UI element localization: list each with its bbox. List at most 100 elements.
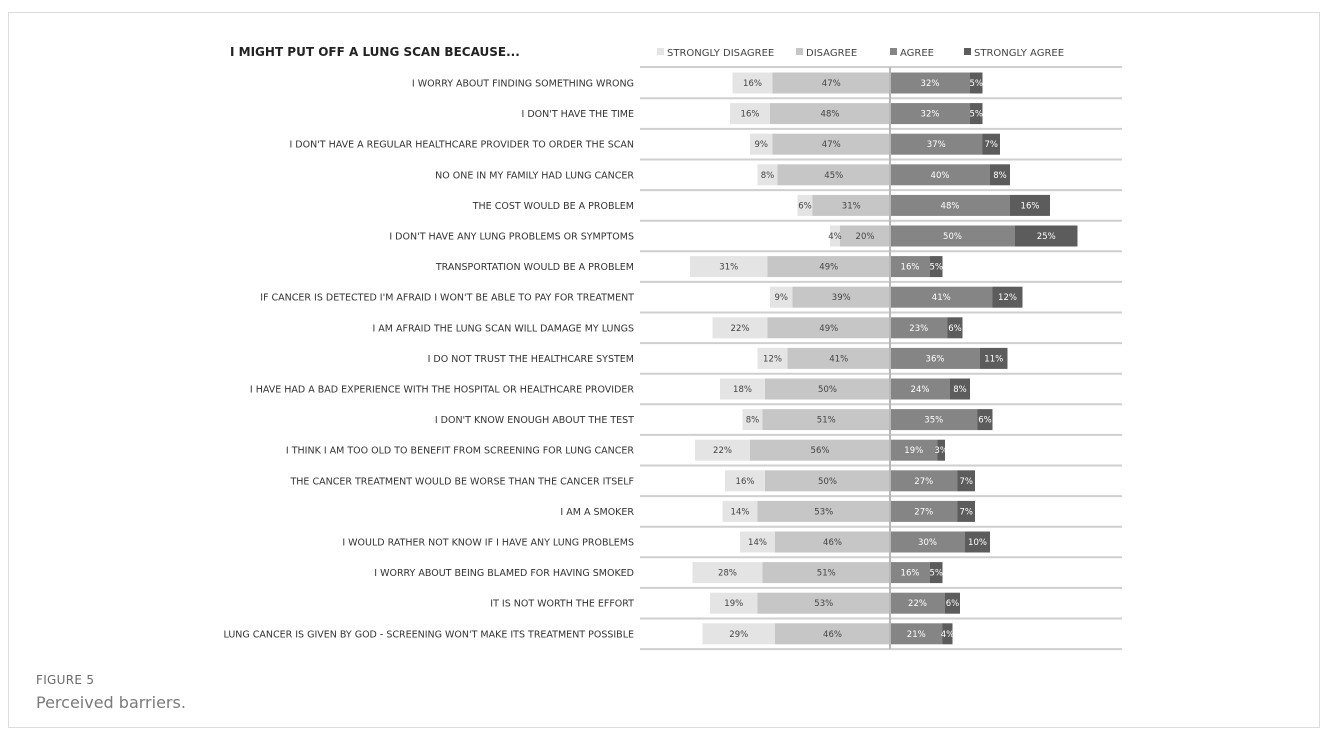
bar-disagree	[765, 378, 890, 400]
category-label: THE COST WOULD BE A PROBLEM	[472, 201, 634, 212]
value-label-agree: 24%	[911, 385, 930, 395]
bar-strongly-disagree	[710, 592, 758, 614]
bar-disagree	[775, 623, 890, 645]
bar-agree	[890, 500, 958, 522]
category-label: I AM AFRAID THE LUNG SCAN WILL DAMAGE MY…	[372, 323, 634, 334]
bar-strongly-disagree	[732, 72, 773, 94]
value-label-strongly-agree: 7%	[960, 507, 974, 517]
bar-disagree	[762, 409, 890, 431]
category-label: I WORRY ABOUT FINDING SOMETHING WRONG	[412, 79, 634, 90]
value-label-agree: 36%	[926, 354, 945, 364]
bar-strongly-disagree	[690, 256, 768, 278]
value-label-agree: 35%	[924, 416, 943, 426]
value-label-disagree: 53%	[814, 507, 833, 517]
value-label-strongly-disagree: 16%	[743, 79, 762, 89]
bar-agree	[890, 286, 993, 308]
category-label: IF CANCER IS DETECTED I'M AFRAID I WON'T…	[260, 293, 634, 304]
bar-disagree	[772, 72, 890, 94]
bar-disagree	[792, 286, 890, 308]
value-label-disagree: 31%	[842, 201, 861, 211]
value-label-agree: 23%	[909, 324, 928, 334]
category-label: I WOULD RATHER NOT KNOW IF I HAVE ANY LU…	[342, 538, 634, 549]
value-label-agree: 40%	[931, 171, 950, 181]
bar-strongly-disagree	[742, 409, 763, 431]
value-label-strongly-disagree: 6%	[798, 201, 812, 211]
bar-agree	[890, 133, 983, 155]
value-label-disagree: 50%	[818, 477, 837, 487]
category-label: I THINK I AM TOO OLD TO BENEFIT FROM SCR…	[286, 446, 634, 457]
bar-agree	[890, 347, 980, 369]
bar-strongly-agree	[990, 164, 1010, 186]
bar-strongly-disagree	[695, 439, 750, 461]
bar-agree	[890, 194, 1010, 216]
value-label-agree: 37%	[927, 140, 946, 150]
bar-disagree	[840, 225, 890, 247]
value-label-strongly-agree: 6%	[948, 324, 962, 334]
value-label-agree: 50%	[943, 232, 962, 242]
bar-strongly-agree	[937, 439, 945, 461]
bar-strongly-agree	[950, 378, 970, 400]
bar-strongly-disagree	[692, 562, 763, 584]
category-label: NO ONE IN MY FAMILY HAD LUNG CANCER	[435, 170, 634, 181]
category-label: I WORRY ABOUT BEING BLAMED FOR HAVING SM…	[374, 568, 634, 579]
category-label: I HAVE HAD A BAD EXPERIENCE WITH THE HOS…	[250, 385, 635, 396]
value-label-strongly-agree: 5%	[930, 569, 944, 579]
bar-disagree	[767, 317, 890, 339]
value-label-disagree: 41%	[829, 354, 848, 364]
bar-strongly-agree	[957, 470, 975, 492]
value-label-strongly-agree: 6%	[978, 416, 992, 426]
value-label-strongly-disagree: 22%	[731, 324, 750, 334]
bar-agree	[890, 225, 1015, 247]
bar-agree	[890, 562, 930, 584]
value-label-strongly-agree: 3%	[935, 446, 949, 456]
bar-strongly-agree	[1010, 194, 1050, 216]
bar-strongly-disagree	[720, 378, 765, 400]
value-label-strongly-disagree: 8%	[746, 416, 760, 426]
value-label-strongly-agree: 8%	[953, 385, 967, 395]
bar-strongly-disagree	[757, 164, 778, 186]
value-label-strongly-agree: 12%	[998, 293, 1017, 303]
category-label: I DON'T HAVE THE TIME	[522, 109, 634, 120]
value-label-agree: 16%	[901, 569, 920, 579]
value-label-agree: 48%	[941, 201, 960, 211]
legend-swatch-disagree	[796, 48, 803, 55]
bar-strongly-agree	[930, 256, 943, 278]
value-label-disagree: 46%	[823, 538, 842, 548]
value-label-disagree: 20%	[856, 232, 875, 242]
figure-frame	[8, 12, 1320, 728]
value-label-disagree: 48%	[821, 110, 840, 120]
category-label: I AM A SMOKER	[560, 507, 634, 518]
value-label-strongly-disagree: 4%	[828, 232, 842, 242]
bar-strongly-agree	[1015, 225, 1078, 247]
legend-label-strongly-agree: STRONGLY AGREE	[974, 48, 1064, 59]
category-label: TRANSPORTATION WOULD BE A PROBLEM	[435, 262, 634, 273]
category-label: I DON'T HAVE ANY LUNG PROBLEMS OR SYMPTO…	[389, 232, 634, 243]
value-label-strongly-disagree: 14%	[748, 538, 767, 548]
bar-strongly-agree	[982, 133, 1000, 155]
bar-strongly-agree	[970, 72, 983, 94]
category-label: IT IS NOT WORTH THE EFFORT	[490, 599, 634, 610]
bar-disagree	[775, 531, 890, 553]
bar-strongly-disagree	[702, 623, 775, 645]
figure-label: FIGURE 5	[36, 673, 95, 687]
bar-disagree	[762, 562, 890, 584]
legend-label-agree: AGREE	[900, 48, 934, 59]
value-label-strongly-agree: 4%	[941, 630, 955, 640]
legend-label-strongly-disagree: STRONGLY DISAGREE	[667, 48, 774, 59]
bar-agree	[890, 378, 950, 400]
bar-agree	[890, 592, 945, 614]
bar-disagree	[757, 500, 890, 522]
value-label-agree: 21%	[907, 630, 926, 640]
bar-agree	[890, 256, 930, 278]
value-label-strongly-disagree: 8%	[761, 171, 775, 181]
bar-disagree	[757, 592, 890, 614]
value-label-agree: 27%	[914, 507, 933, 517]
bar-disagree	[812, 194, 890, 216]
bar-disagree	[770, 103, 890, 125]
bar-agree	[890, 72, 970, 94]
value-label-strongly-agree: 7%	[985, 140, 999, 150]
value-label-agree: 32%	[921, 79, 940, 89]
category-label: I DON'T KNOW ENOUGH ABOUT THE TEST	[435, 415, 634, 426]
bar-agree	[890, 531, 965, 553]
